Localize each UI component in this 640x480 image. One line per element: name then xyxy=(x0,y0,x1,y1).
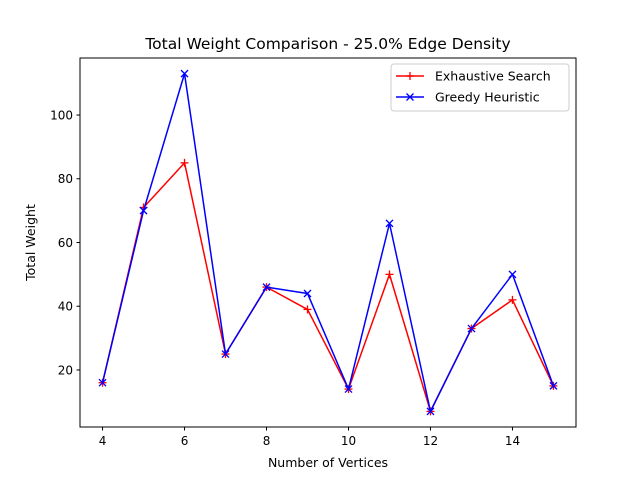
legend-swatch-marker-1 xyxy=(406,72,414,80)
series-2-point-11 xyxy=(508,270,517,279)
y-axis-label: Total Weight xyxy=(23,204,38,282)
series-2 xyxy=(98,69,558,416)
series-2-point-7 xyxy=(344,385,353,394)
series-2-point-1 xyxy=(98,378,107,387)
series-2-line xyxy=(101,72,555,413)
y-tick-label-1: 20 xyxy=(58,363,73,377)
x-tick-label-2: 6 xyxy=(181,434,189,448)
series-2-point-3 xyxy=(180,69,189,78)
x-tick-label-3: 8 xyxy=(263,434,271,448)
legend-item-2: Greedy Heuristic xyxy=(396,90,540,105)
series-1-point-11 xyxy=(508,295,517,304)
series-2-point-5 xyxy=(262,283,271,292)
series-2-point-2 xyxy=(139,206,148,215)
y-tick-label-5: 100 xyxy=(50,108,73,122)
legend-box xyxy=(390,63,570,112)
series-1-point-3 xyxy=(180,158,189,167)
legend: Exhaustive Search Greedy Heuristic xyxy=(390,63,570,112)
series-1-point-8 xyxy=(385,270,394,279)
series-2-point-8 xyxy=(385,219,394,228)
series-1-line xyxy=(101,162,555,413)
series-2-point-12 xyxy=(549,381,558,390)
series-2-point-6 xyxy=(303,289,312,298)
x-axis: 4 6 8 10 12 14 xyxy=(99,427,520,448)
x-tick-label-5: 12 xyxy=(423,434,438,448)
x-tick-label-1: 4 xyxy=(99,434,107,448)
chart-title: Total Weight Comparison - 25.0% Edge Den… xyxy=(144,35,510,53)
y-tick-label-4: 80 xyxy=(58,172,73,186)
x-tick-label-6: 14 xyxy=(505,434,520,448)
legend-label-2: Greedy Heuristic xyxy=(435,90,540,105)
legend-item-1: Exhaustive Search xyxy=(396,69,551,84)
plot-area xyxy=(98,69,558,416)
series-2-point-10 xyxy=(467,324,476,333)
legend-swatch-marker-2 xyxy=(406,93,414,101)
series-2-point-4 xyxy=(221,350,230,358)
y-tick-label-3: 60 xyxy=(58,236,73,250)
legend-label-1: Exhaustive Search xyxy=(435,69,551,84)
x-axis-label: Number of Vertices xyxy=(268,455,388,470)
series-1-point-6 xyxy=(303,305,312,314)
series-2-point-9 xyxy=(426,407,435,416)
x-tick-label-4: 10 xyxy=(341,434,356,448)
y-tick-label-2: 40 xyxy=(58,300,73,314)
y-axis: 20 40 60 80 100 xyxy=(50,108,80,377)
